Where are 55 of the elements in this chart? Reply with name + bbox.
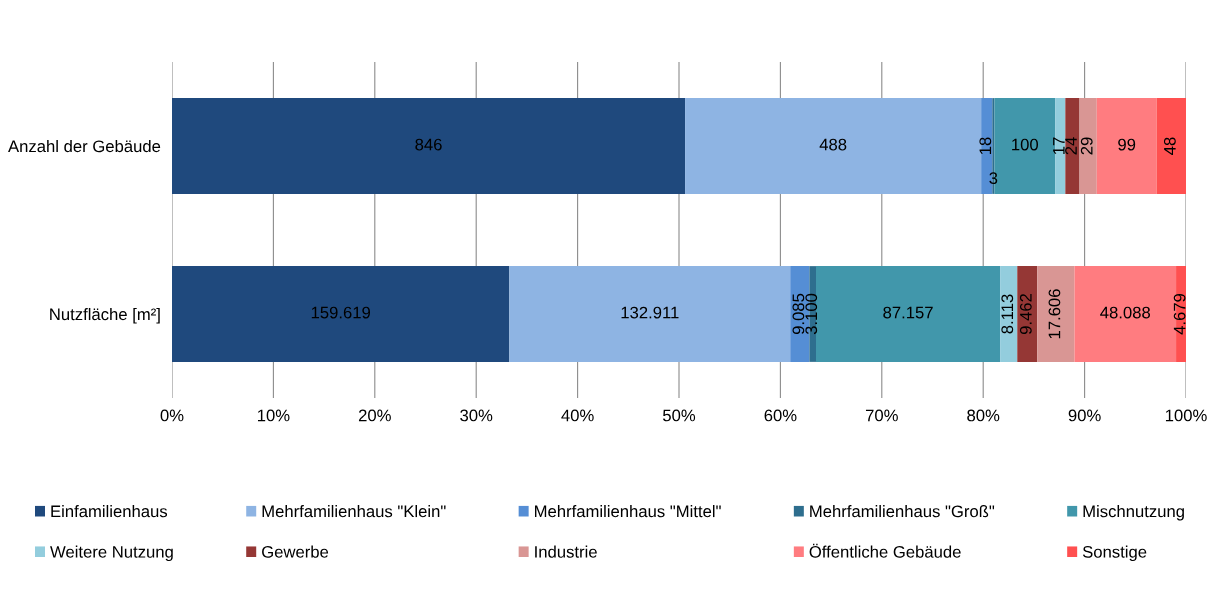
- x-tick-label: 10%: [257, 409, 290, 422]
- bar: [1096, 98, 1157, 194]
- x-tick-label: 80%: [967, 409, 1000, 422]
- legend-label: Industrie: [535, 545, 597, 558]
- y-tick-label: Anzahl der Gebäude: [8, 139, 161, 153]
- bar: [815, 266, 1001, 362]
- annotation: 87.157: [883, 306, 933, 319]
- annotation: 24: [1065, 137, 1077, 155]
- legend-label: Mehrfamilienhaus "Groß": [810, 505, 995, 518]
- y-tick-label: Nutzfläche [m²]: [50, 307, 160, 324]
- x-tick-label: 70%: [865, 409, 898, 422]
- x-tick-label: 30%: [460, 409, 493, 422]
- annotation: 48: [1163, 137, 1176, 155]
- annotation: 17.606: [1048, 289, 1061, 339]
- annotation: 9.462: [1019, 293, 1032, 335]
- legend-label: Gewerbe: [262, 545, 329, 558]
- annotation: 9.085: [792, 293, 805, 335]
- bar: [1065, 98, 1080, 194]
- annotation: 48.088: [1100, 306, 1151, 319]
- annotation: 4.679: [1173, 293, 1186, 335]
- bar: [1000, 266, 1018, 362]
- annotation: 132.911: [621, 306, 679, 319]
- legend-label: Sonstige: [1082, 545, 1147, 562]
- annotation: 846: [415, 138, 442, 151]
- bar: [509, 266, 791, 362]
- x-tick-label: 90%: [1068, 409, 1101, 422]
- annotation: 3: [989, 172, 998, 185]
- legend-label: Weitere Nutzung: [50, 545, 173, 562]
- bar: [1017, 266, 1038, 362]
- annotation: 29: [1080, 137, 1093, 155]
- legend-label: Einfamilienhaus: [51, 505, 168, 518]
- annotation: 18: [979, 137, 992, 154]
- annotation: 8.113: [1001, 294, 1014, 334]
- legend-label: Mehrfamilienhaus "Mittel": [535, 505, 721, 518]
- annotation: 100: [1012, 138, 1039, 151]
- legend-label: Mischnutzung: [1083, 505, 1184, 521]
- bar: [172, 266, 510, 362]
- bar: [1037, 266, 1075, 362]
- bar: [1079, 98, 1097, 194]
- annotation: 99: [1118, 138, 1136, 151]
- x-tick-label: 20%: [358, 409, 391, 422]
- x-tick-label: 60%: [764, 409, 797, 422]
- legend-label: Mehrfamilienhaus "Klein": [262, 505, 446, 518]
- bar: [1156, 98, 1186, 194]
- legend-label: Öffentliche Gebäude: [809, 543, 961, 558]
- annotation: 3.100: [805, 293, 818, 335]
- bar: [1055, 98, 1066, 194]
- x-tick-label: 40%: [561, 409, 594, 422]
- x-tick-label: 0%: [160, 409, 184, 422]
- annotation: 17: [1053, 137, 1065, 154]
- x-tick-label: 100%: [1165, 409, 1207, 422]
- annotation: 488: [819, 138, 847, 151]
- annotation: 159.619: [311, 306, 371, 319]
- bar: [172, 98, 686, 194]
- x-tick-label: 50%: [662, 409, 696, 422]
